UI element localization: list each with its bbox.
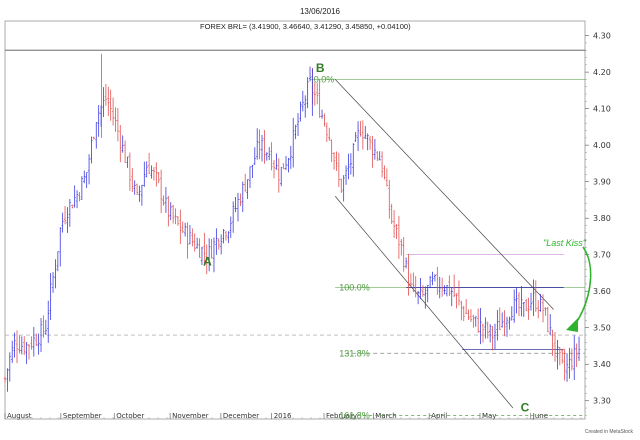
metastock-credit: Created in MetaStock	[585, 429, 634, 435]
y-axis: 4.30 4.20 4.10 4.00 3.90 3.80 3.70 3.60 3.50 3.40…	[585, 32, 611, 416]
point-label: B	[316, 61, 325, 75]
fib-label: 131.8%	[339, 348, 370, 358]
x-tick-label: August	[7, 412, 32, 420]
point-label: C	[521, 401, 530, 415]
x-tick-label: 2016	[274, 412, 292, 420]
y-tick-label: 3.90	[593, 178, 611, 187]
point-label: A	[203, 255, 212, 269]
chart-header: FOREX BRL= (3.41900, 3.46640, 3.41290, 3…	[200, 22, 411, 31]
y-tick-label: 4.20	[593, 68, 611, 77]
y-tick-label: 3.30	[593, 397, 611, 406]
fibonacci-levels: 0.0% 100.0% 131.8% 161.8%	[5, 74, 585, 420]
x-tick-label: March	[375, 412, 396, 420]
fib-label: 100.0%	[339, 283, 370, 293]
x-tick-label: June	[532, 412, 548, 420]
last-kiss-label: "Last Kiss"	[543, 238, 587, 248]
trend-channel	[334, 79, 554, 409]
last-kiss-arrow	[573, 246, 592, 327]
y-tick-label: 4.00	[593, 141, 611, 150]
y-tick-label: 3.70	[593, 251, 611, 260]
x-tick-label: April	[431, 412, 447, 420]
x-tick-label: December	[223, 412, 259, 420]
y-tick-label: 4.30	[593, 32, 611, 41]
x-tick-label: November	[172, 412, 209, 420]
x-tick-label: September	[63, 412, 102, 420]
y-tick-label: 4.10	[593, 105, 611, 114]
y-tick-label: 3.50	[593, 324, 611, 333]
point-labels: A B C	[203, 61, 530, 415]
last-kiss-annotation: "Last Kiss"	[543, 238, 592, 332]
x-tick-label: May	[482, 412, 496, 420]
x-tick-label: February	[326, 412, 357, 420]
y-tick-label: 3.80	[593, 214, 611, 223]
chart-date: 13/06/2016	[300, 7, 341, 16]
x-axis: August September October November December 20…	[4, 412, 582, 420]
fib-label: 161.8%	[339, 410, 370, 420]
y-tick-label: 3.40	[593, 360, 611, 369]
price-bars	[3, 53, 581, 392]
last-kiss-arrowhead	[566, 318, 578, 332]
fib-label: 0.0%	[314, 74, 335, 84]
x-tick-label: October	[116, 412, 144, 420]
channel-lower	[334, 196, 514, 409]
y-tick-label: 3.60	[593, 287, 611, 296]
channel-upper	[334, 79, 554, 310]
plot-frame	[4, 20, 586, 420]
